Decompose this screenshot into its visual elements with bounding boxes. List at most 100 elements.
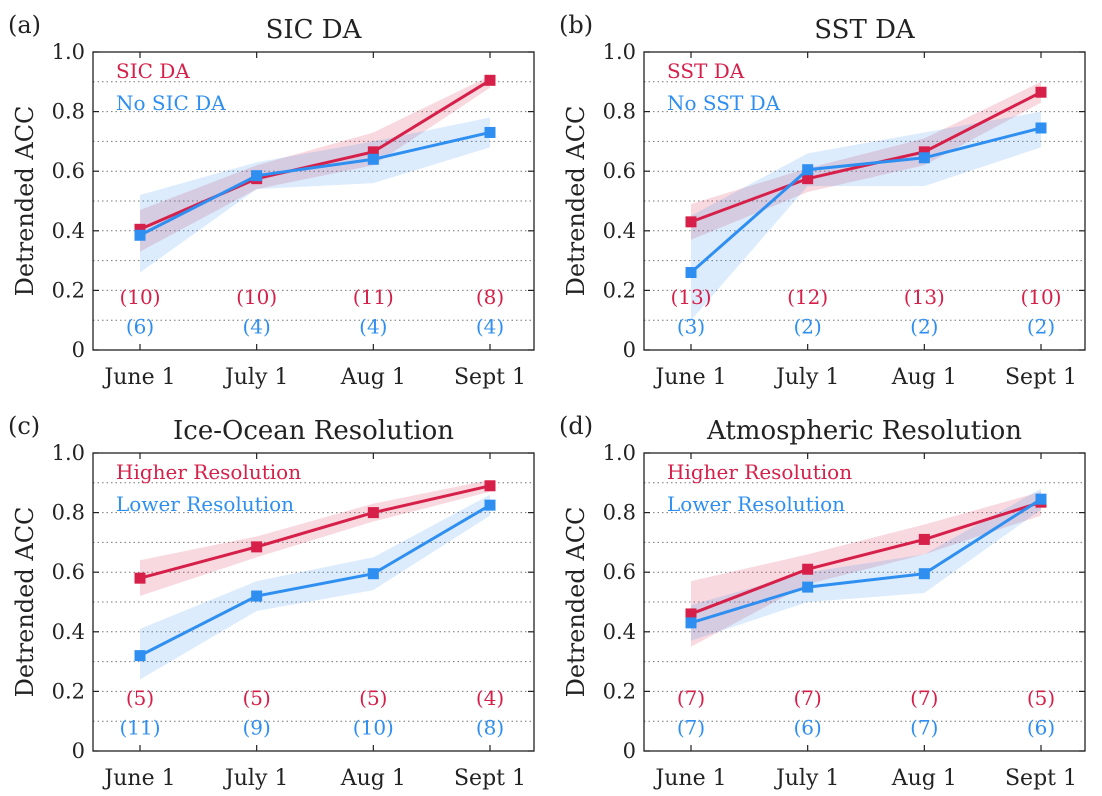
y-tick-label: 0.2 bbox=[52, 679, 85, 703]
count-label: (5) bbox=[359, 686, 387, 710]
series-line bbox=[690, 497, 1042, 625]
confidence-band bbox=[691, 111, 1041, 321]
panel-label: (b) bbox=[559, 11, 593, 39]
y-axis-label: Detrended ACC bbox=[562, 106, 590, 297]
data-point bbox=[685, 216, 697, 228]
data-point bbox=[918, 146, 930, 158]
data-point bbox=[802, 581, 814, 593]
axes-frame bbox=[643, 51, 1086, 351]
axes-frame bbox=[92, 51, 535, 351]
data-point bbox=[134, 229, 146, 241]
x-tick-label: June 1 bbox=[102, 766, 175, 791]
count-label: (6) bbox=[126, 315, 154, 339]
y-tick-label: 0.8 bbox=[603, 501, 636, 525]
data-point bbox=[367, 568, 379, 580]
chart-title: Ice-Ocean Resolution bbox=[173, 416, 454, 446]
x-tick-label: Aug 1 bbox=[340, 365, 406, 390]
count-label: (4) bbox=[242, 315, 270, 339]
y-tick-label: 1.0 bbox=[52, 40, 85, 64]
count-label: (4) bbox=[476, 315, 504, 339]
data-point bbox=[251, 541, 263, 553]
confidence-band bbox=[140, 494, 490, 680]
panel-label: (c) bbox=[8, 412, 40, 440]
legend-entry: Lower Resolution bbox=[116, 492, 294, 516]
data-point bbox=[484, 74, 496, 86]
data-point bbox=[484, 499, 496, 511]
x-tick-label: Sept 1 bbox=[1005, 766, 1077, 791]
count-label: (2) bbox=[793, 315, 821, 339]
count-label: (10) bbox=[1020, 285, 1061, 309]
legend-entry: Lower Resolution bbox=[667, 492, 845, 516]
legend-entry: No SST DA bbox=[667, 91, 781, 115]
count-label: (10) bbox=[119, 285, 160, 309]
y-tick-label: 0 bbox=[623, 338, 636, 362]
count-label: (5) bbox=[126, 686, 154, 710]
x-tick-label: Aug 1 bbox=[340, 766, 406, 791]
count-label: (11) bbox=[119, 716, 160, 740]
count-label: (2) bbox=[910, 315, 938, 339]
y-axis-label: Detrended ACC bbox=[11, 106, 39, 297]
count-label: (5) bbox=[242, 686, 270, 710]
y-tick-label: 0.8 bbox=[52, 501, 85, 525]
count-label: (4) bbox=[476, 686, 504, 710]
data-point bbox=[802, 173, 814, 185]
count-label: (6) bbox=[1027, 716, 1055, 740]
legend-entry: SIC DA bbox=[116, 59, 190, 83]
y-tick-label: 0.6 bbox=[52, 560, 85, 584]
data-point bbox=[1035, 493, 1047, 505]
x-tick-label: Sept 1 bbox=[454, 766, 526, 791]
count-label: (7) bbox=[793, 686, 821, 710]
data-point bbox=[134, 650, 146, 662]
data-point bbox=[251, 170, 263, 182]
x-tick-label: July 1 bbox=[774, 766, 839, 791]
data-point bbox=[367, 146, 379, 158]
y-tick-label: 0 bbox=[72, 338, 85, 362]
x-tick-label: Aug 1 bbox=[891, 365, 957, 390]
y-tick-label: 0.4 bbox=[603, 620, 636, 644]
count-label: (7) bbox=[910, 716, 938, 740]
x-tick-label: June 1 bbox=[653, 365, 726, 390]
x-tick-label: July 1 bbox=[223, 365, 288, 390]
x-tick-label: June 1 bbox=[102, 365, 175, 390]
y-tick-label: 1.0 bbox=[603, 441, 636, 465]
y-tick-label: 0.2 bbox=[52, 278, 85, 302]
data-point bbox=[367, 507, 379, 519]
data-point bbox=[685, 608, 697, 620]
data-point bbox=[918, 568, 930, 580]
data-point bbox=[685, 617, 697, 629]
data-point bbox=[1035, 122, 1047, 134]
count-label: (3) bbox=[677, 315, 705, 339]
confidence-band bbox=[691, 81, 1041, 240]
y-tick-label: 1.0 bbox=[603, 40, 636, 64]
count-label: (10) bbox=[236, 285, 277, 309]
data-point bbox=[134, 572, 146, 584]
chart-title: SST DA bbox=[814, 15, 916, 45]
y-tick-label: 0.8 bbox=[52, 100, 85, 124]
y-tick-label: 0.6 bbox=[52, 159, 85, 183]
series-line bbox=[139, 484, 491, 580]
series-line bbox=[139, 130, 491, 237]
count-label: (13) bbox=[670, 285, 711, 309]
legend-entry: Higher Resolution bbox=[116, 460, 301, 484]
data-point bbox=[484, 480, 496, 492]
chart-title: Atmospheric Resolution bbox=[706, 416, 1022, 446]
y-axis-label: Detrended ACC bbox=[11, 507, 39, 698]
count-label: (13) bbox=[904, 285, 945, 309]
count-label: (10) bbox=[353, 716, 394, 740]
axes-frame bbox=[92, 452, 535, 752]
series-line bbox=[690, 126, 1042, 274]
data-point bbox=[251, 590, 263, 602]
legend-entry: SST DA bbox=[667, 59, 745, 83]
y-tick-label: 0.4 bbox=[603, 219, 636, 243]
data-point bbox=[802, 164, 814, 176]
count-label: (2) bbox=[1027, 315, 1055, 339]
y-axis-label: Detrended ACC bbox=[562, 507, 590, 698]
x-tick-label: June 1 bbox=[653, 766, 726, 791]
y-tick-label: 0.8 bbox=[603, 100, 636, 124]
legend-entry: No SIC DA bbox=[116, 91, 226, 115]
axes-frame bbox=[643, 452, 1086, 752]
confidence-band bbox=[691, 488, 1041, 641]
y-tick-label: 0 bbox=[623, 739, 636, 763]
data-point bbox=[918, 152, 930, 164]
y-tick-label: 0.2 bbox=[603, 679, 636, 703]
